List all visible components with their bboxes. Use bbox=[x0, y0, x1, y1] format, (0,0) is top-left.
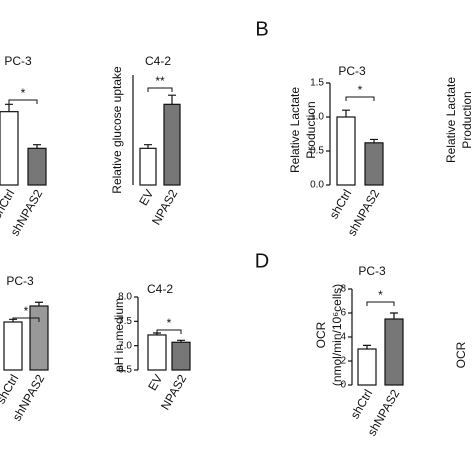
significance: * bbox=[167, 316, 172, 330]
y-tick-label: 1.5 bbox=[310, 78, 324, 89]
error-bar bbox=[390, 312, 398, 319]
x-tick-label: EV bbox=[136, 187, 156, 208]
bar bbox=[171, 341, 191, 371]
x-tick-label: EV bbox=[145, 372, 165, 393]
y-axis-label: pH in medium bbox=[112, 298, 126, 372]
y-axis-label: Relative Lactate bbox=[288, 87, 302, 173]
y-axis-label: (nmol/min/10⁶cells) bbox=[330, 284, 344, 386]
significance-bracket bbox=[345, 96, 375, 101]
y-tick-label: 8.0 bbox=[118, 292, 132, 303]
bar bbox=[384, 318, 404, 386]
significance: ** bbox=[155, 74, 165, 88]
y-axis-label: OCR bbox=[454, 341, 468, 368]
error-bar bbox=[370, 138, 378, 143]
error-bar bbox=[35, 301, 43, 306]
bar bbox=[139, 147, 157, 186]
error-bar bbox=[168, 94, 176, 105]
bar bbox=[147, 334, 167, 371]
y-tick-label: 6.5 bbox=[118, 365, 132, 376]
bar bbox=[0, 111, 19, 186]
y-axis-label: Relative Lactate bbox=[444, 77, 458, 163]
y-axis-label: Production bbox=[304, 101, 318, 158]
error-bar bbox=[363, 344, 371, 349]
bar bbox=[336, 116, 356, 186]
y-tick-label: 0.0 bbox=[310, 180, 324, 191]
y-axis-label: Production bbox=[460, 91, 474, 148]
significance: * bbox=[21, 86, 26, 100]
significance-bracket bbox=[12, 317, 40, 322]
chart-title: PC-3 bbox=[358, 264, 386, 278]
chart-title: C4-2 bbox=[147, 282, 173, 296]
chart-title: PC-3 bbox=[4, 54, 32, 68]
error-bar bbox=[342, 109, 350, 117]
significance-bracket bbox=[147, 87, 173, 92]
bar bbox=[3, 321, 23, 371]
bar bbox=[364, 142, 384, 186]
y-tick-label: 7.5 bbox=[118, 316, 132, 327]
y-axis-label: OCR bbox=[314, 321, 328, 348]
x-tick-label: shCtrl bbox=[327, 187, 355, 221]
y-tick-label: 6 bbox=[340, 308, 346, 319]
significance: * bbox=[24, 304, 29, 318]
bar bbox=[163, 103, 181, 186]
x-tick-label: shCtrl bbox=[0, 187, 17, 221]
significance-bracket bbox=[8, 99, 38, 104]
chart-title: C4-2 bbox=[145, 54, 171, 68]
error-bar bbox=[5, 103, 13, 112]
y-tick-label: 4 bbox=[340, 332, 346, 343]
bar bbox=[29, 305, 49, 371]
significance-bracket bbox=[366, 301, 395, 306]
y-tick-label: 0.5 bbox=[310, 146, 324, 157]
panel-letter: B bbox=[255, 18, 268, 40]
y-tick-label: 0 bbox=[340, 380, 346, 391]
chart-title: PC-3 bbox=[338, 64, 366, 78]
significance: * bbox=[358, 83, 363, 97]
panel-letter: D bbox=[255, 250, 269, 272]
error-bar bbox=[177, 339, 185, 343]
error-bar bbox=[33, 144, 41, 149]
bar bbox=[27, 147, 47, 186]
chart-title: PC-3 bbox=[6, 274, 34, 288]
y-tick-label: 7.0 bbox=[118, 340, 132, 351]
x-tick-label: shCtrl bbox=[348, 387, 376, 421]
bar bbox=[357, 348, 377, 386]
significance: * bbox=[378, 288, 383, 302]
y-tick-label: 8 bbox=[340, 284, 346, 295]
error-bar bbox=[144, 144, 152, 149]
y-tick-label: 1.0 bbox=[310, 112, 324, 123]
y-tick-label: 2 bbox=[340, 356, 346, 367]
y-axis-label: Relative glucose uptake bbox=[110, 66, 124, 194]
significance-bracket bbox=[156, 329, 182, 334]
